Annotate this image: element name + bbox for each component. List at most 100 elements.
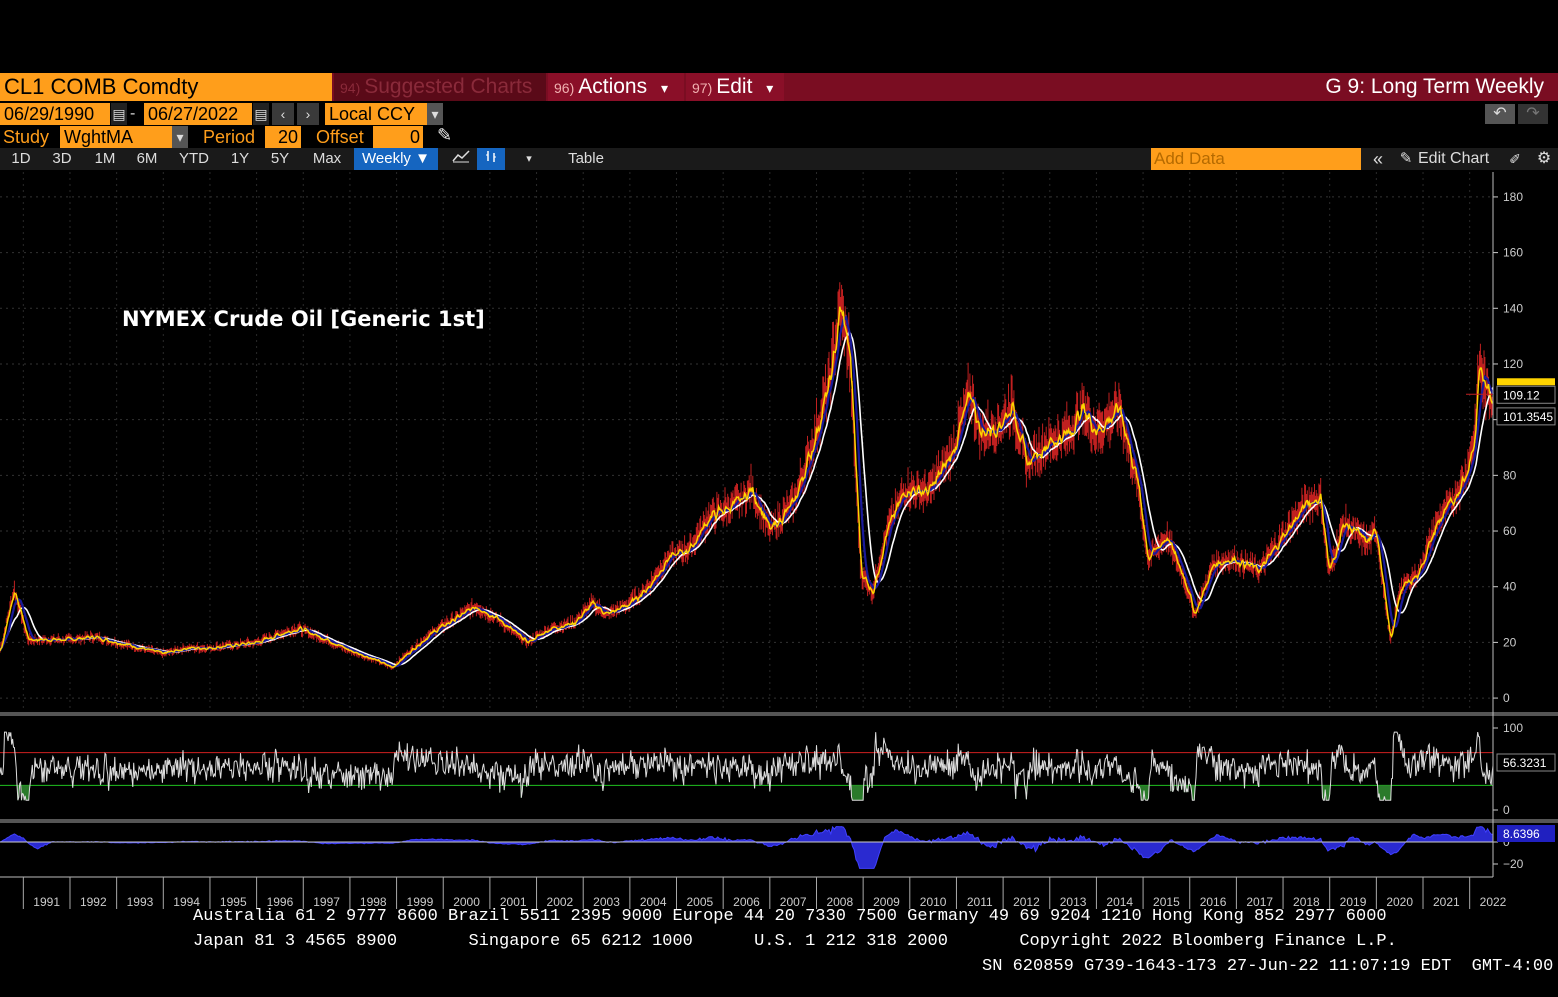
- chevron-down-icon: ▾: [660, 80, 668, 96]
- panel-divider: [0, 819, 1558, 823]
- edit-button[interactable]: 97) Edit ▾: [686, 73, 784, 101]
- frequency-select[interactable]: Weekly ▼: [354, 148, 438, 170]
- x-tick-label: 2016: [1200, 895, 1227, 909]
- lower-value-label: 8.6396: [1503, 827, 1540, 841]
- suggested-charts-button[interactable]: 94) Suggested Charts: [334, 73, 546, 101]
- calendar-icon[interactable]: ▤: [253, 103, 269, 125]
- x-tick-label: 2003: [593, 895, 620, 909]
- chevron-down-icon[interactable]: ▾: [427, 103, 443, 125]
- rsi-line: [0, 731, 1494, 801]
- x-tick-label: 2019: [1340, 895, 1367, 909]
- footer-copyright: Japan 81 3 4565 8900 Singapore 65 6212 1…: [193, 932, 1397, 951]
- calendar-icon[interactable]: ▤: [111, 103, 127, 125]
- menu-number: 96): [554, 80, 575, 96]
- line-chart-icon[interactable]: [447, 148, 475, 170]
- bar-chart-icon[interactable]: [477, 148, 505, 170]
- y-tick-label: 180: [1503, 190, 1523, 204]
- x-tick-label: 1991: [33, 895, 60, 909]
- rsi-value-label: 56.3231: [1503, 756, 1547, 770]
- x-tick-label: 2009: [873, 895, 900, 909]
- panel-divider: [0, 712, 1558, 716]
- x-tick-label: 2022: [1480, 895, 1507, 909]
- range-1m-button[interactable]: 1M: [94, 150, 116, 167]
- time-axis: 1991 1992 1993 1994 1995 1996 1997 1998 1999 2000…: [0, 876, 1507, 909]
- range-max-button[interactable]: Max: [312, 150, 342, 167]
- x-tick-label: 2013: [1060, 895, 1087, 909]
- edit-chart-button[interactable]: Edit Chart: [1418, 150, 1490, 167]
- last-price-box: [1496, 385, 1556, 404]
- collapse-icon[interactable]: «: [1372, 149, 1383, 169]
- y-tick-label: 60: [1503, 524, 1517, 538]
- x-tick-label: 2014: [1106, 895, 1133, 909]
- x-tick-label: 2007: [780, 895, 807, 909]
- x-tick-label: 1995: [220, 895, 247, 909]
- ma-blue-line: [0, 314, 1495, 668]
- price-chart[interactable]: 0 100 56.3231 0 −20 8.6396 0 20 40 60 80 100 120 14…: [0, 172, 1558, 912]
- pencil-icon[interactable]: ✎: [1399, 150, 1413, 167]
- lower-tick-label: −20: [1503, 857, 1524, 871]
- range-1y-button[interactable]: 1Y: [230, 150, 250, 167]
- lower-study-panel: 0−208.6396: [0, 825, 1555, 871]
- y-tick-label: 140: [1503, 301, 1523, 315]
- chevron-down-icon: ▾: [766, 80, 774, 96]
- gear-icon[interactable]: ⚙: [1536, 150, 1552, 167]
- edit-label: Edit: [716, 75, 753, 98]
- undo-icon[interactable]: ↶: [1485, 104, 1515, 124]
- range-ytd-button[interactable]: YTD: [179, 150, 209, 167]
- previous-arrow-icon[interactable]: ‹: [272, 103, 294, 125]
- currency-select[interactable]: Local CCY: [325, 103, 427, 125]
- actions-button[interactable]: 96) Actions ▾: [548, 73, 684, 101]
- security-ticker[interactable]: CL1 COMB Comdty: [0, 73, 332, 101]
- pencil-icon[interactable]: ✎: [437, 125, 453, 145]
- offset-input[interactable]: 0: [373, 126, 423, 148]
- price-range-bars: [0, 282, 1494, 670]
- range-5y-button[interactable]: 5Y: [270, 150, 290, 167]
- ma-value-box: [1496, 407, 1556, 426]
- end-date-field[interactable]: 06/27/2022: [144, 103, 252, 125]
- y-tick-label: 80: [1503, 468, 1517, 482]
- range-3d-button[interactable]: 3D: [52, 150, 72, 167]
- period-input[interactable]: 20: [265, 126, 301, 148]
- x-tick-label: 1997: [313, 895, 340, 909]
- menu-number: 94): [340, 80, 361, 96]
- x-tick-label: 2015: [1153, 895, 1180, 909]
- x-tick-label: 1999: [407, 895, 434, 909]
- date-separator: -: [130, 105, 136, 122]
- price-series: [0, 282, 1495, 670]
- chevron-down-icon[interactable]: ▾: [172, 126, 188, 148]
- add-data-input[interactable]: Add Data: [1151, 148, 1361, 170]
- range-1d-button[interactable]: 1D: [11, 150, 31, 167]
- rsi-tick-label: 0: [1503, 803, 1510, 817]
- x-tick-label: 1996: [267, 895, 294, 909]
- redo-icon[interactable]: ↷: [1518, 104, 1548, 124]
- period-label: Period: [203, 127, 256, 147]
- rsi-value-box: [1496, 753, 1556, 772]
- x-tick-label: 1994: [173, 895, 200, 909]
- x-tick-label: 2011: [967, 895, 993, 909]
- x-tick-label: 2021: [1433, 895, 1460, 909]
- actions-label: Actions: [578, 75, 648, 98]
- y-tick-label: 40: [1503, 580, 1517, 594]
- edit-annotation-icon[interactable]: ✐: [1509, 151, 1521, 167]
- next-arrow-icon[interactable]: ›: [297, 103, 319, 125]
- study-label: Study: [3, 127, 50, 147]
- chart-title: NYMEX Crude Oil [Generic 1st]: [122, 307, 485, 331]
- price-axis: 0 20 40 60 80 100 120 140 160 180 109.12 101.3545: [1466, 172, 1556, 877]
- suggested-charts-label: Suggested Charts: [364, 75, 533, 98]
- yellow-value-tag: [1497, 378, 1555, 386]
- y-tick-label: 20: [1503, 635, 1517, 649]
- x-tick-label: 2012: [1013, 895, 1040, 909]
- rsi-tick-label: 100: [1503, 721, 1523, 735]
- start-date-field[interactable]: 06/29/1990: [0, 103, 110, 125]
- study-select[interactable]: WghtMA: [60, 126, 172, 148]
- y-tick-label: 120: [1503, 357, 1523, 371]
- y-tick-label: 160: [1503, 246, 1523, 260]
- table-button[interactable]: Table: [568, 150, 604, 167]
- footer-contacts: Australia 61 2 9777 8600 Brazil 5511 239…: [193, 907, 1387, 926]
- chevron-down-icon[interactable]: ▾: [526, 153, 532, 165]
- x-tick-label: 1993: [127, 895, 154, 909]
- lower-value-box: [1497, 825, 1555, 842]
- x-tick-label: 1992: [80, 895, 107, 909]
- range-6m-button[interactable]: 6M: [136, 150, 158, 167]
- x-tick-label: 2001: [500, 895, 527, 909]
